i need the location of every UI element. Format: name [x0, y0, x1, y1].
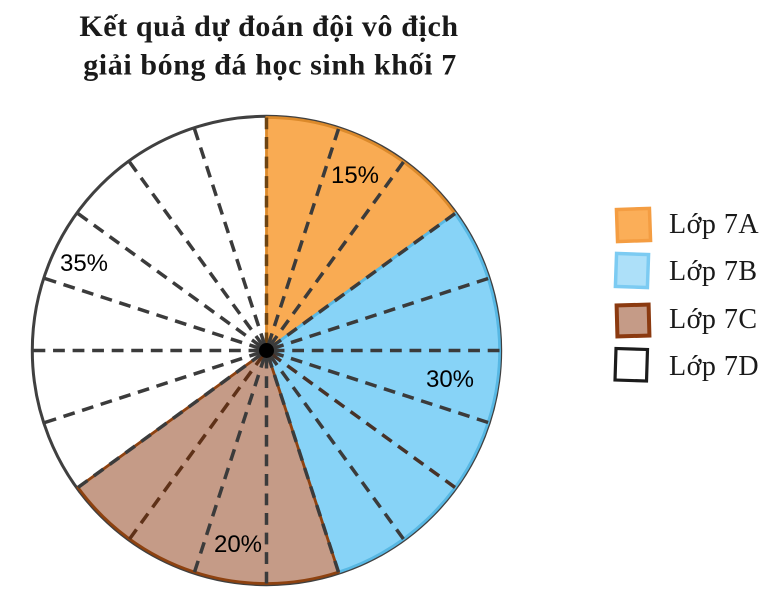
svg-text:30%: 30% [426, 366, 474, 393]
svg-text:15%: 15% [331, 162, 379, 189]
svg-text:35%: 35% [60, 250, 108, 277]
svg-text:20%: 20% [214, 531, 262, 558]
svg-text:Lớp 7B: Lớp 7B [669, 256, 758, 287]
svg-text:giải bóng đá học sinh khối 7: giải bóng đá học sinh khối 7 [83, 49, 457, 82]
svg-text:Lớp 7A: Lớp 7A [669, 209, 759, 240]
svg-text:Lớp 7C: Lớp 7C [669, 304, 758, 335]
svg-text:Lớp 7D: Lớp 7D [669, 351, 759, 382]
svg-text:Kết quả dự đoán đội vô địch: Kết quả dự đoán đội vô địch [79, 10, 458, 43]
